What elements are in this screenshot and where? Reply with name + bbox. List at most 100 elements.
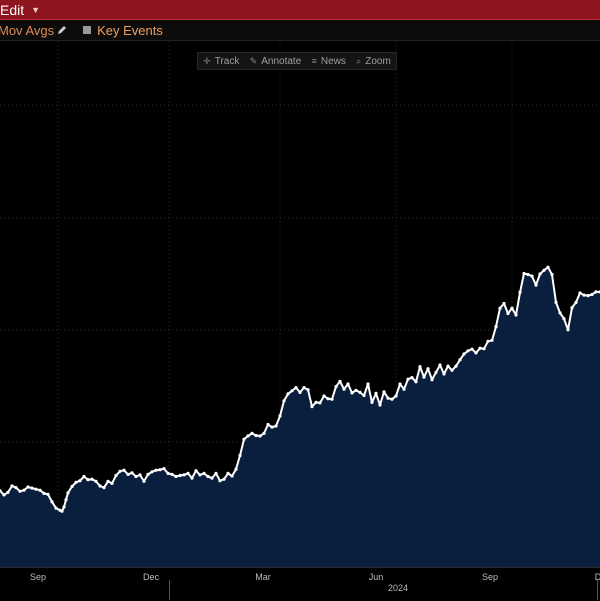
- data-point: [314, 400, 318, 404]
- data-point: [62, 505, 66, 509]
- year-label: 2024: [387, 583, 409, 593]
- data-point: [338, 379, 342, 383]
- data-point: [562, 317, 566, 321]
- data-point: [382, 390, 386, 394]
- edit-menu-button[interactable]: Edit ▼: [0, 0, 40, 19]
- data-point: [438, 363, 442, 367]
- data-point: [50, 500, 54, 504]
- data-point: [226, 471, 230, 475]
- data-point: [530, 274, 534, 278]
- annotate-tool[interactable]: ✎ Annotate: [250, 56, 302, 67]
- data-point: [578, 291, 582, 295]
- chart-toolbar: Mov Avgs Key Events: [0, 20, 600, 41]
- data-point: [106, 479, 110, 483]
- data-point: [566, 328, 570, 332]
- data-point: [318, 401, 322, 405]
- data-point: [30, 486, 34, 490]
- data-point: [146, 472, 150, 476]
- data-point: [378, 403, 382, 407]
- data-point: [506, 311, 510, 316]
- data-point: [66, 491, 70, 495]
- data-point: [250, 431, 254, 435]
- data-point: [402, 387, 406, 391]
- list-icon: ≡: [311, 56, 317, 66]
- data-point: [98, 484, 102, 488]
- data-point: [278, 414, 282, 418]
- data-point: [194, 469, 198, 473]
- mov-avgs-button[interactable]: Mov Avgs: [0, 23, 71, 38]
- data-point: [570, 306, 574, 310]
- data-point: [262, 431, 266, 435]
- track-tool[interactable]: ✛ Track: [203, 56, 239, 67]
- data-point: [210, 476, 214, 480]
- data-point: [374, 391, 378, 395]
- zoom-tool[interactable]: ⌕ Zoom: [356, 56, 391, 67]
- data-point: [166, 471, 170, 475]
- x-tick-label: Dec: [142, 572, 160, 582]
- data-point: [358, 390, 362, 394]
- data-point: [206, 474, 210, 479]
- year-separator: [169, 580, 170, 600]
- data-point: [130, 471, 134, 475]
- data-point: [154, 468, 158, 472]
- data-point: [466, 349, 470, 353]
- data-point: [414, 380, 418, 384]
- data-point: [118, 469, 122, 473]
- data-point: [574, 300, 578, 304]
- crosshair-icon: ✛: [203, 55, 211, 66]
- data-point: [78, 479, 82, 483]
- data-point: [542, 268, 546, 272]
- data-point: [442, 372, 446, 376]
- price-area-fill: [0, 267, 600, 567]
- data-point: [110, 481, 114, 485]
- data-point: [526, 272, 530, 277]
- data-point: [162, 467, 166, 471]
- data-point: [64, 498, 68, 502]
- data-point: [34, 487, 38, 491]
- data-point: [102, 486, 106, 490]
- data-point: [490, 338, 494, 342]
- data-point: [306, 388, 310, 392]
- data-point: [74, 480, 78, 484]
- data-point: [294, 386, 298, 390]
- data-point: [386, 396, 390, 400]
- key-events-toggle[interactable]: Key Events: [83, 23, 163, 38]
- track-label: Track: [214, 55, 240, 67]
- data-point: [26, 485, 30, 489]
- data-point: [394, 394, 398, 398]
- data-point: [486, 339, 490, 343]
- zoom-label: Zoom: [365, 55, 391, 67]
- data-point: [42, 491, 46, 495]
- data-point: [270, 425, 274, 429]
- data-point: [214, 471, 218, 475]
- data-point: [274, 424, 278, 428]
- data-point: [114, 473, 118, 478]
- data-point: [522, 271, 526, 276]
- data-point: [478, 346, 482, 350]
- data-point: [158, 468, 162, 472]
- data-point: [254, 433, 258, 438]
- data-point: [38, 488, 42, 492]
- data-point: [594, 290, 598, 294]
- data-point: [326, 397, 330, 401]
- news-tool[interactable]: ≡ News: [312, 56, 346, 67]
- data-point: [198, 473, 202, 477]
- data-point: [406, 377, 410, 381]
- x-tick-label: Mar: [255, 572, 271, 582]
- data-point: [462, 352, 466, 356]
- data-point: [182, 473, 186, 477]
- data-point: [150, 470, 154, 474]
- data-point: [558, 311, 562, 315]
- data-point: [238, 453, 242, 458]
- data-point: [434, 370, 438, 374]
- data-point: [22, 488, 26, 492]
- data-point: [590, 292, 594, 297]
- data-point: [230, 474, 234, 478]
- data-point: [122, 468, 126, 472]
- data-point: [10, 484, 14, 488]
- data-point: [302, 386, 306, 390]
- data-point: [446, 364, 450, 368]
- data-point: [334, 385, 338, 389]
- data-point: [550, 272, 554, 277]
- data-point: [546, 265, 550, 269]
